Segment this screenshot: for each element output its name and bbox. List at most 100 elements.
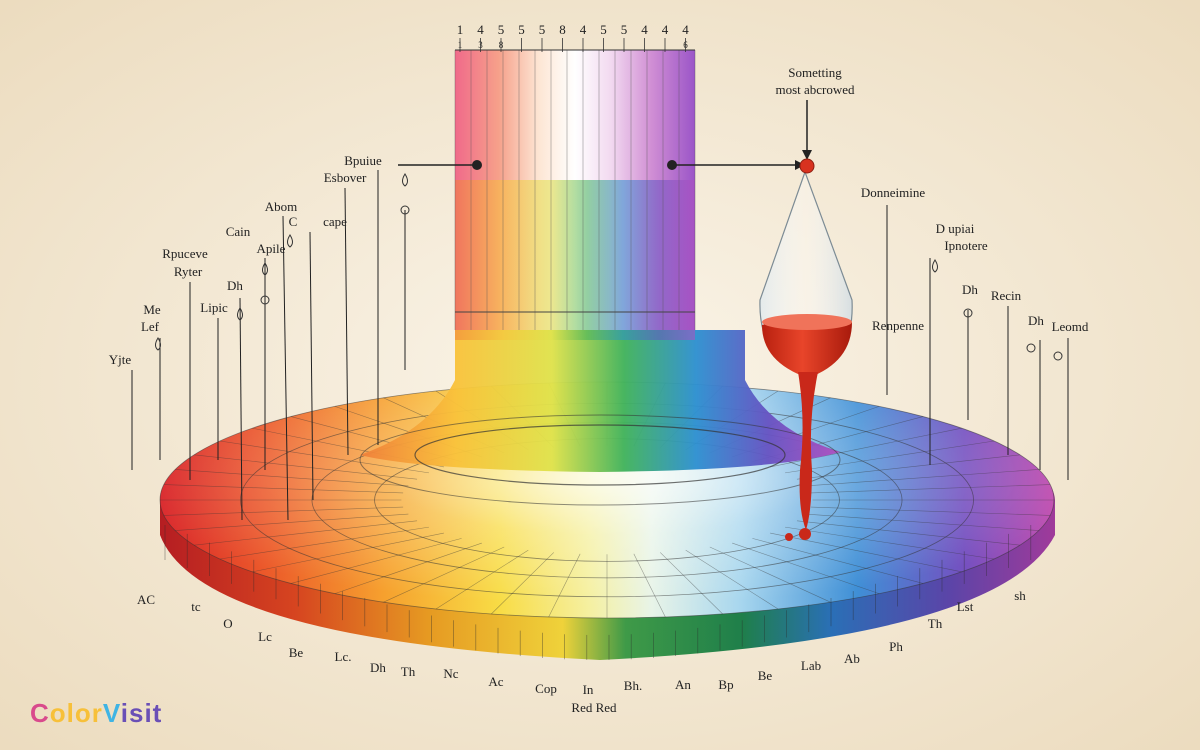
column-tick-label: 8 (559, 22, 566, 37)
label-lef: Lef (141, 319, 160, 334)
marker-circle-icon (1053, 351, 1063, 361)
disc-radial-line (685, 549, 779, 610)
logo-part-c: C (30, 698, 50, 728)
label-recin: Recin (991, 288, 1022, 303)
bottom-label: Dh (370, 660, 386, 675)
disc-radial-line (334, 542, 482, 594)
disc-radial-line (383, 546, 505, 603)
disc-radial-line (193, 520, 418, 546)
column-outer-ring (359, 414, 841, 506)
label-yjte: Yjte (109, 352, 132, 367)
column-tick-label: 4 (641, 22, 648, 37)
bottom-label: Lc (258, 629, 272, 644)
callout-subtitle: most abcrowed (775, 82, 855, 97)
disc-radial-line (290, 538, 462, 584)
callout-arrow-head (802, 150, 812, 160)
column-stripes (454, 50, 696, 330)
disc-radial-line (435, 549, 529, 610)
marker-circle-icon (963, 308, 973, 318)
column-tick-label: 4 (580, 22, 587, 37)
bottom-label: Ac (488, 674, 503, 689)
footer-label: Red Red (571, 700, 617, 715)
bottom-label: Th (401, 664, 416, 679)
liquid-droplet (785, 533, 793, 541)
bottom-label: Lc. (335, 649, 352, 664)
label-dh-right2: Dh (1028, 313, 1044, 328)
disc-radial-line (810, 506, 1051, 516)
disc-radial-line (163, 484, 404, 494)
marker-circle-icon (400, 205, 410, 215)
bottom-label: AC (137, 592, 155, 607)
bottom-label: Lst (957, 599, 974, 614)
leader-line (239, 297, 243, 521)
label-donneimine: Donneimine (861, 185, 925, 200)
liquid-stream (798, 372, 818, 530)
disc-radial-line (785, 526, 995, 560)
column-flare (360, 330, 840, 472)
label-lipic: Lipic (200, 300, 228, 315)
glass-top-drop (799, 158, 815, 174)
bottom-label: sh (1014, 588, 1026, 603)
colorvisit-logo: ColorVisit (30, 698, 162, 729)
bottom-label: Bh. (624, 678, 642, 693)
logo-part-isit: isit (120, 698, 163, 728)
label-dh: Dh (227, 278, 243, 293)
bottom-label: In (583, 682, 594, 697)
disc-radial-line (633, 553, 666, 618)
leader-line (282, 215, 289, 521)
label-leomd: Leomd (1052, 319, 1089, 334)
label-abom: Abom (265, 199, 298, 214)
leader-line (309, 231, 314, 501)
left-arrow-dot (472, 160, 482, 170)
column-tick-label: 5 (518, 22, 525, 37)
column-lower-tint (455, 180, 695, 340)
label-dupiai: D upiai (936, 221, 975, 236)
disc-radial-line (163, 506, 404, 516)
column-tick-label: 5 (498, 22, 505, 37)
marker-circle-icon (1026, 343, 1036, 353)
glass-vessel (759, 158, 853, 541)
disc-radial-line (805, 469, 1039, 487)
column-tick-label: 1 (457, 22, 464, 37)
column-tick-label: 5 (539, 22, 546, 37)
liquid-drop (799, 528, 811, 540)
label-c: C (289, 214, 298, 229)
label-me: Me (143, 302, 161, 317)
column-tick-label: 4 (682, 22, 689, 37)
disc-radial-line (796, 520, 1021, 546)
column-tick-label: 4 (662, 22, 669, 37)
logo-part-v: V (102, 698, 121, 728)
disc-rim-cells (164, 525, 1032, 660)
right-labels: Donneimine D upiai Ipnotere Dh Recin Ren… (861, 185, 1089, 334)
disc-radial-line (796, 454, 1021, 480)
bottom-label: Th (928, 616, 943, 631)
right-arrow-dot (667, 160, 677, 170)
column-tick-label: 5 (600, 22, 607, 37)
droplet-icon (155, 337, 161, 351)
leader-line (344, 187, 349, 456)
bottom-label: Be (758, 668, 773, 683)
bottom-label: Bp (718, 677, 733, 692)
disc-radial-line (752, 538, 924, 584)
label-cain: Cain (226, 224, 251, 239)
disc-radial-line (732, 542, 880, 594)
disc-radial-line (709, 546, 831, 603)
logo-part-olor: olor (49, 698, 103, 728)
label-bpuiue: Bpuiue (344, 153, 382, 168)
bottom-label: Nc (443, 666, 458, 681)
droplet-icon (402, 173, 408, 187)
label-apile: Apile (257, 241, 286, 256)
bottom-label: Be (289, 645, 304, 660)
leader-lines (131, 170, 1069, 521)
liquid-surface (762, 314, 852, 330)
label-renpenne: Renpenne (872, 318, 924, 333)
disc-radial-line (491, 552, 554, 615)
bottom-label: An (675, 677, 691, 692)
disc-radial-line (810, 484, 1051, 494)
label-rpuceve: Rpuceve (162, 246, 208, 261)
droplet-icon (262, 262, 268, 276)
disc-radial-line (175, 513, 409, 531)
disc-radial-line (785, 440, 995, 474)
